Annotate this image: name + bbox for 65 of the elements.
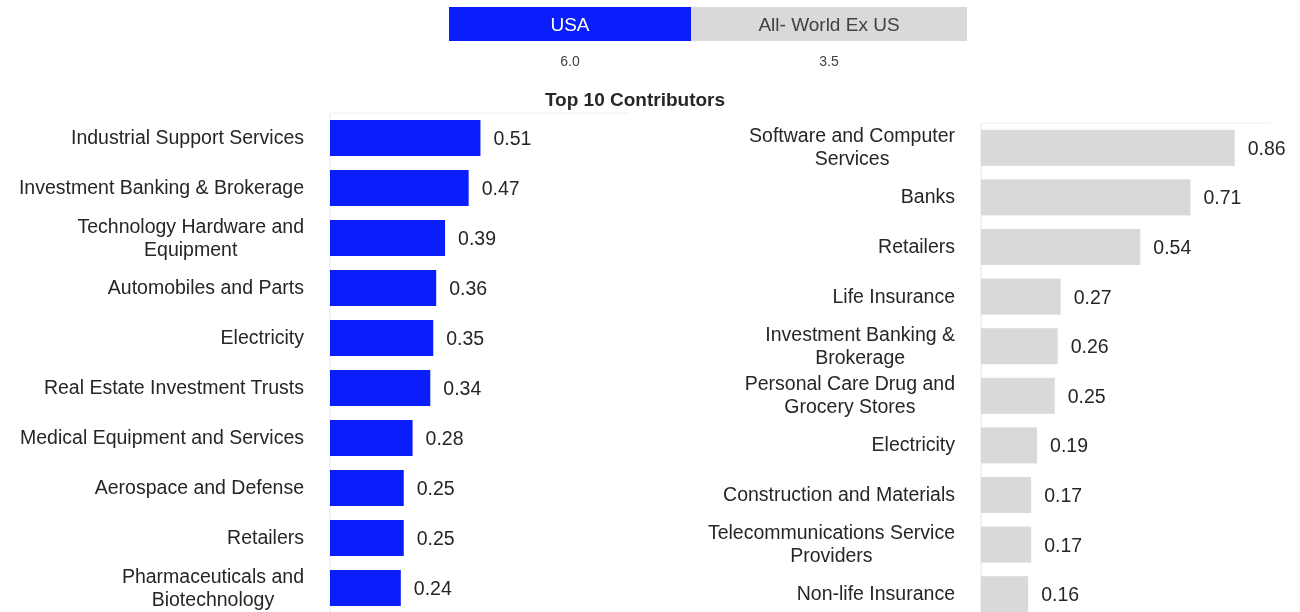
data-label: 0.47 xyxy=(481,177,520,199)
bar xyxy=(330,520,404,556)
y-tick-label: Life Insurance xyxy=(832,284,955,307)
data-label: 0.17 xyxy=(1044,533,1083,556)
bar xyxy=(981,129,1235,166)
bar xyxy=(981,477,1032,513)
y-tick-label: Software and Computer Services xyxy=(749,124,956,170)
y-tick-label: Automobiles and Parts xyxy=(107,276,305,298)
y-tick-label: Investment Banking & Brokerage xyxy=(18,176,304,198)
y-tick-label: Construction and Materials xyxy=(723,483,956,505)
data-label: 0.51 xyxy=(493,127,532,149)
bar xyxy=(981,179,1191,216)
y-tick-label: Investment Banking & Brokerage xyxy=(765,322,955,368)
bar xyxy=(330,370,431,406)
y-tick-label: Technology Hardware and Equipment xyxy=(77,214,304,260)
bar xyxy=(981,278,1061,315)
data-label: 0.17 xyxy=(1044,484,1083,506)
data-label: 0.71 xyxy=(1203,186,1242,209)
bar xyxy=(981,576,1029,612)
y-tick-label: Personal Care Drug and Grocery Stores xyxy=(744,372,956,418)
data-label: 0.25 xyxy=(416,477,455,499)
text: Top 10 Contributors xyxy=(544,89,726,110)
y-tick-label: Non-life Insurance xyxy=(796,582,955,605)
y-tick-label: Banks xyxy=(900,185,956,208)
bar xyxy=(330,170,469,206)
data-label: 0.36 xyxy=(449,277,488,299)
bar xyxy=(981,526,1032,563)
bar xyxy=(330,420,413,456)
category-label: All- World Ex US xyxy=(758,14,900,35)
y-tick-label: Electricity xyxy=(871,433,956,456)
data-label: 0.19 xyxy=(1050,434,1088,457)
bar xyxy=(330,120,481,156)
y-tick-label: Retailers xyxy=(227,526,305,548)
data-label: 0.26 xyxy=(1070,335,1109,358)
y-tick-label: Industrial Support Services xyxy=(70,126,305,148)
bar xyxy=(330,220,446,256)
data-label: 0.39 xyxy=(458,227,496,249)
category-label: USA xyxy=(550,14,590,35)
y-tick-label: Aerospace and Defense xyxy=(94,476,304,498)
bar xyxy=(330,570,401,606)
y-tick-label: Real Estate Investment Trusts xyxy=(43,376,305,398)
bar xyxy=(981,377,1055,414)
y-tick-label: Telecommunications Service Providers xyxy=(707,521,955,567)
data-label: 0.35 xyxy=(446,327,485,349)
data-label: 0.24 xyxy=(413,577,452,599)
y-tick-label: Retailers xyxy=(878,235,956,257)
bar xyxy=(981,229,1141,265)
bar xyxy=(330,470,404,506)
data-label: 0.34 xyxy=(443,377,482,399)
data-label: 0.25 xyxy=(1067,384,1106,407)
y-tick-label: Electricity xyxy=(220,326,305,348)
y-tick-label: Pharmaceuticals and Biotechnology xyxy=(121,564,305,610)
bar xyxy=(330,320,434,356)
data-label: 0.25 xyxy=(416,527,455,549)
data-label: 0.86 xyxy=(1247,136,1286,159)
text: 3.5 xyxy=(819,53,839,69)
data-label: 0.16 xyxy=(1041,583,1080,606)
text: 6.0 xyxy=(560,53,580,69)
bar xyxy=(981,328,1058,365)
data-label: 0.28 xyxy=(425,427,464,449)
data-label: 0.27 xyxy=(1073,285,1112,308)
bar xyxy=(981,427,1038,464)
bar xyxy=(330,270,437,306)
data-label: 0.54 xyxy=(1153,236,1192,258)
y-tick-label: Medical Equipment and Services xyxy=(20,426,305,448)
